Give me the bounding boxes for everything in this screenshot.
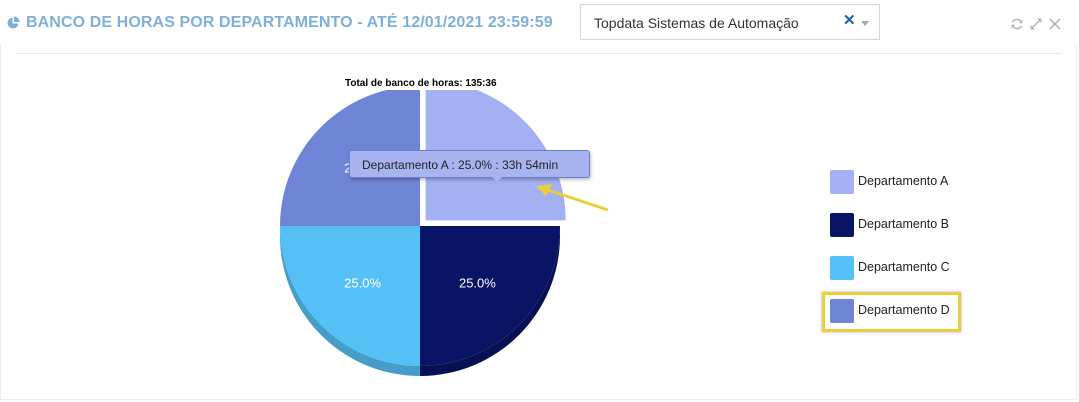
pie-chart: 25.0%25.0%25.0% <box>280 90 566 376</box>
legend-item[interactable]: Departamento D <box>830 299 970 323</box>
pie-slice[interactable] <box>420 226 560 366</box>
legend-label: Departamento C <box>858 260 950 274</box>
legend-swatch <box>830 170 854 194</box>
legend-label: Departamento A <box>858 174 949 188</box>
annotation-arrow-line <box>547 188 609 212</box>
chart-title: Total de banco de horas: 135:36 <box>345 78 497 89</box>
legend-swatch <box>830 299 854 323</box>
pie-slice[interactable] <box>280 226 420 366</box>
widget-body-frame <box>0 44 1077 400</box>
pie-slice-label: 25.0% <box>459 275 496 290</box>
pie-chart-icon <box>7 16 20 29</box>
legend-swatch <box>830 213 854 237</box>
legend-item[interactable]: Departamento C <box>830 256 970 280</box>
company-select[interactable]: Topdata Sistemas de Automação ✕ <box>580 4 880 40</box>
widget-header: BANCO DE HORAS POR DEPARTAMENTO - ATÉ 12… <box>6 14 553 32</box>
header-divider <box>16 53 1062 54</box>
pie-slice-label: 25.0% <box>344 275 381 290</box>
tooltip-tail <box>492 177 502 182</box>
legend-item[interactable]: Departamento A <box>830 170 970 194</box>
close-icon[interactable] <box>1048 17 1062 31</box>
company-select-value: Topdata Sistemas de Automação <box>594 15 799 31</box>
legend-swatch <box>830 256 854 280</box>
legend-label: Departamento B <box>858 217 950 231</box>
widget-tools <box>1010 17 1062 31</box>
refresh-icon[interactable] <box>1010 17 1024 31</box>
annotation-arrow-head <box>536 184 552 196</box>
clear-icon[interactable]: ✕ <box>843 12 856 29</box>
legend-item[interactable]: Departamento B <box>830 213 970 237</box>
annotation-arrow <box>536 184 609 212</box>
tooltip-text: Departamento A : 25.0% : 33h 54min <box>362 158 559 172</box>
chart-tooltip: Departamento A : 25.0% : 33h 54min <box>349 150 590 182</box>
legend-label: Departamento D <box>858 303 950 317</box>
expand-icon[interactable] <box>1029 17 1043 31</box>
widget-title: BANCO DE HORAS POR DEPARTAMENTO - ATÉ 12… <box>26 14 553 31</box>
chevron-down-icon[interactable] <box>861 21 869 26</box>
legend-highlight-box <box>822 292 961 332</box>
